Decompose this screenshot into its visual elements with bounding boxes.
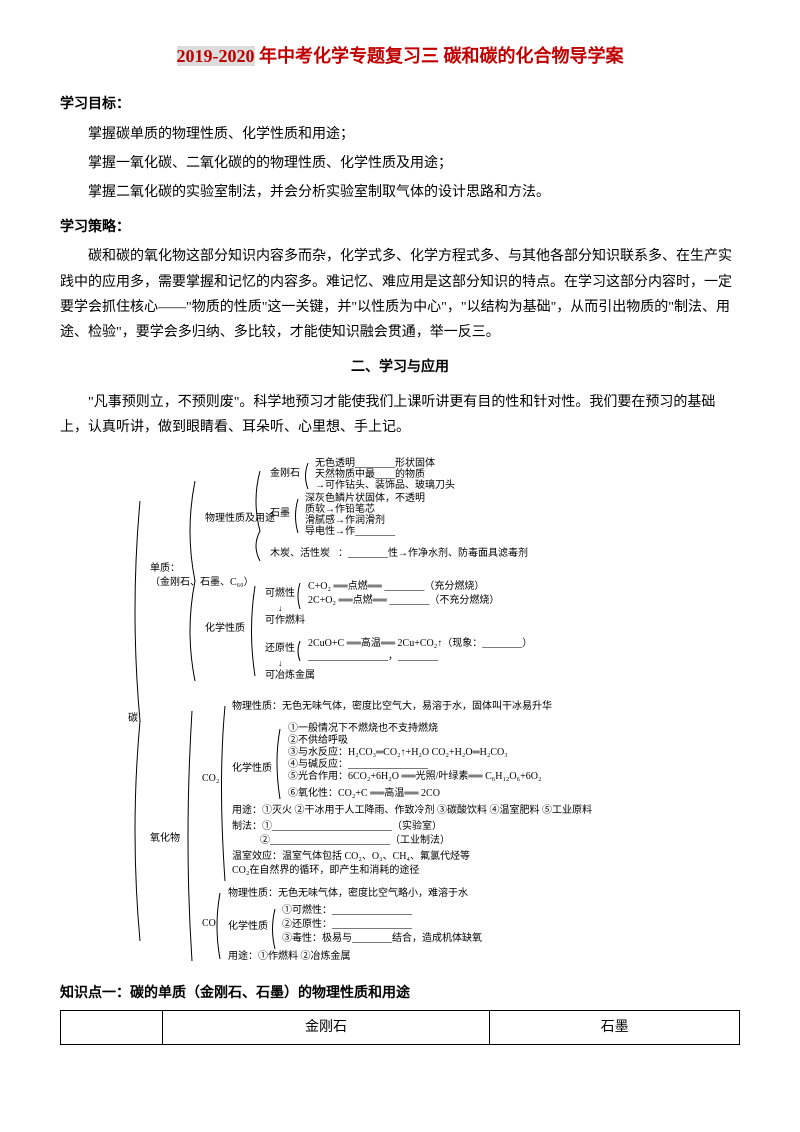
co: CO (202, 918, 216, 929)
cycle: CO₂在自然界的循环，即产生和消耗的途径 (232, 863, 419, 876)
g-line: 深灰色鳞片状固体，不透明 (305, 491, 425, 504)
root-label: 碳 (128, 711, 138, 724)
c-line: C+O₂ ══点燃══ ________（充分燃烧） (308, 579, 484, 592)
r-line: 2CuO+C ══高温══ 2Cu+CO₂↑（现象：________） (308, 636, 532, 649)
concept-tree-diagram: 碳 单质： （金刚石、石墨、C₆₀） 物理性质及用途 金刚石 无色透明_____… (120, 451, 680, 971)
coc-line: ③毒性：极易与________结合，造成机体缺氧 (282, 931, 482, 944)
co2-use: 用途：①灭火 ②干冰用于人工降雨、作致冷剂 ③碳酸饮料 ④温室肥料 ⑤工业原料 (232, 803, 592, 816)
table-header-graphite: 石墨 (490, 1010, 740, 1044)
graphite: 石墨 (270, 507, 290, 519)
co-chem: 化学性质 (228, 919, 268, 932)
chem-label: 化学性质 (205, 621, 245, 634)
coc-line: ①可燃性：________________ (282, 903, 413, 916)
cc-line: ③与水反应：H₂CO₃═CO₂↑+H₂O CO₂+H₂O═H₂CO₃ (288, 745, 508, 758)
g-line: 滑腻感→作润滑剂 (305, 513, 385, 526)
combust: 可燃性 (265, 586, 295, 599)
co2-phys: 物理性质：无色无味气体，密度比空气大，易溶于水，固体叫干冰易升华 (232, 699, 552, 712)
metal: 可冶炼金属 (265, 668, 315, 681)
cc-line: ④与碱反应：________________ (288, 757, 429, 770)
goal-heading: 学习目标： (60, 92, 740, 117)
goal-item: 掌握碳单质的物理性质、化学性质和用途； (60, 122, 740, 147)
svg-text:↓: ↓ (278, 603, 283, 613)
r-blank: ________________，________ (307, 651, 439, 662)
page-title: 2019-2020 年中考化学专题复习三 碳和碳的化合物导学案 (60, 40, 740, 72)
co2-prep2: ②________________________（工业制法） (260, 833, 450, 846)
cc-line: ②不供给呼吸 (288, 733, 348, 746)
title-rest: 年中考化学专题复习三 碳和碳的化合物导学案 (255, 46, 624, 66)
coc-line: ②还原性：________________ (282, 917, 413, 930)
strategy-heading: 学习策略： (60, 215, 740, 240)
charcoal: 木炭、活性炭 (270, 546, 330, 559)
b1-sub: （金刚石、石墨、C₆₀） (150, 575, 254, 588)
fuel: 可作燃料 (265, 613, 305, 626)
goal-item: 掌握二氧化碳的实验室制法，并会分析实验室制取气体的设计思路和方法。 (60, 180, 740, 205)
title-year: 2019-2020 (177, 46, 255, 66)
cc-line: ⑤光合作用：6CO₂+6H₂O ══光照/叶绿素══ C₆H₁₂O₆+6O₂ (288, 769, 541, 782)
co2-prep: 制法：①________________________（实验室） (232, 819, 442, 832)
co-use: 用途：①作燃料 ②冶炼金属 (228, 949, 351, 962)
co2-oxid: ⑥氧化性：CO₂+C ══高温══ 2CO (288, 786, 440, 799)
section2-title: 二、学习与应用 (60, 355, 740, 380)
g-line: 质软→作铅笔芯 (305, 502, 375, 515)
g-line: 导电性→作________ (305, 524, 396, 537)
greenhouse: 温室效应：温室气体包括 CO₂、O₃、CH₄、氟氯代烃等 (232, 849, 470, 862)
knowledge-point-1: 知识点一：碳的单质（金刚石、石墨）的物理性质和用途 (60, 981, 740, 1006)
charcoal-line: ：________性→作净水剂、防毒面具滤毒剂 (338, 546, 528, 559)
co2-chem: 化学性质 (232, 761, 272, 774)
b1-label: 单质： (150, 562, 180, 574)
properties-table: 金刚石 石墨 (60, 1010, 740, 1045)
phys-label: 物理性质及用途 (205, 511, 275, 524)
svg-text:↓: ↓ (278, 658, 283, 668)
co-phys: 物理性质：无色无味气体，密度比空气略小，难溶于水 (228, 886, 468, 899)
table-header-diamond: 金刚石 (162, 1010, 489, 1044)
d-line: →可作钻头、装饰品、玻璃刀头 (315, 478, 455, 491)
goal-item: 掌握一氧化碳、二氧化碳的的物理性质、化学性质及用途； (60, 151, 740, 176)
diamond: 金刚石 (270, 466, 300, 479)
table-cell-blank (61, 1010, 163, 1044)
quote-text: "凡事预则立，不预则废"。科学地预习才能使我们上课听讲更有目的性和针对性。我们要… (60, 390, 740, 440)
co2: CO₂ (202, 773, 219, 784)
reduce: 还原性 (265, 641, 295, 654)
d-line: 无色透明________形状固体 (315, 456, 435, 469)
b2-label: 氧化物 (150, 831, 180, 844)
c-line: 2C+O₂ ══点燃══ ________（不充分燃烧） (308, 593, 499, 606)
strategy-text: 碳和碳的氧化物这部分知识内容多而杂，化学式多、化学方程式多、与其他各部分知识联系… (60, 244, 740, 345)
cc-line: ①一般情况下不燃烧也不支持燃烧 (288, 721, 438, 734)
d-line: 天然物质中最____的物质 (315, 467, 425, 480)
